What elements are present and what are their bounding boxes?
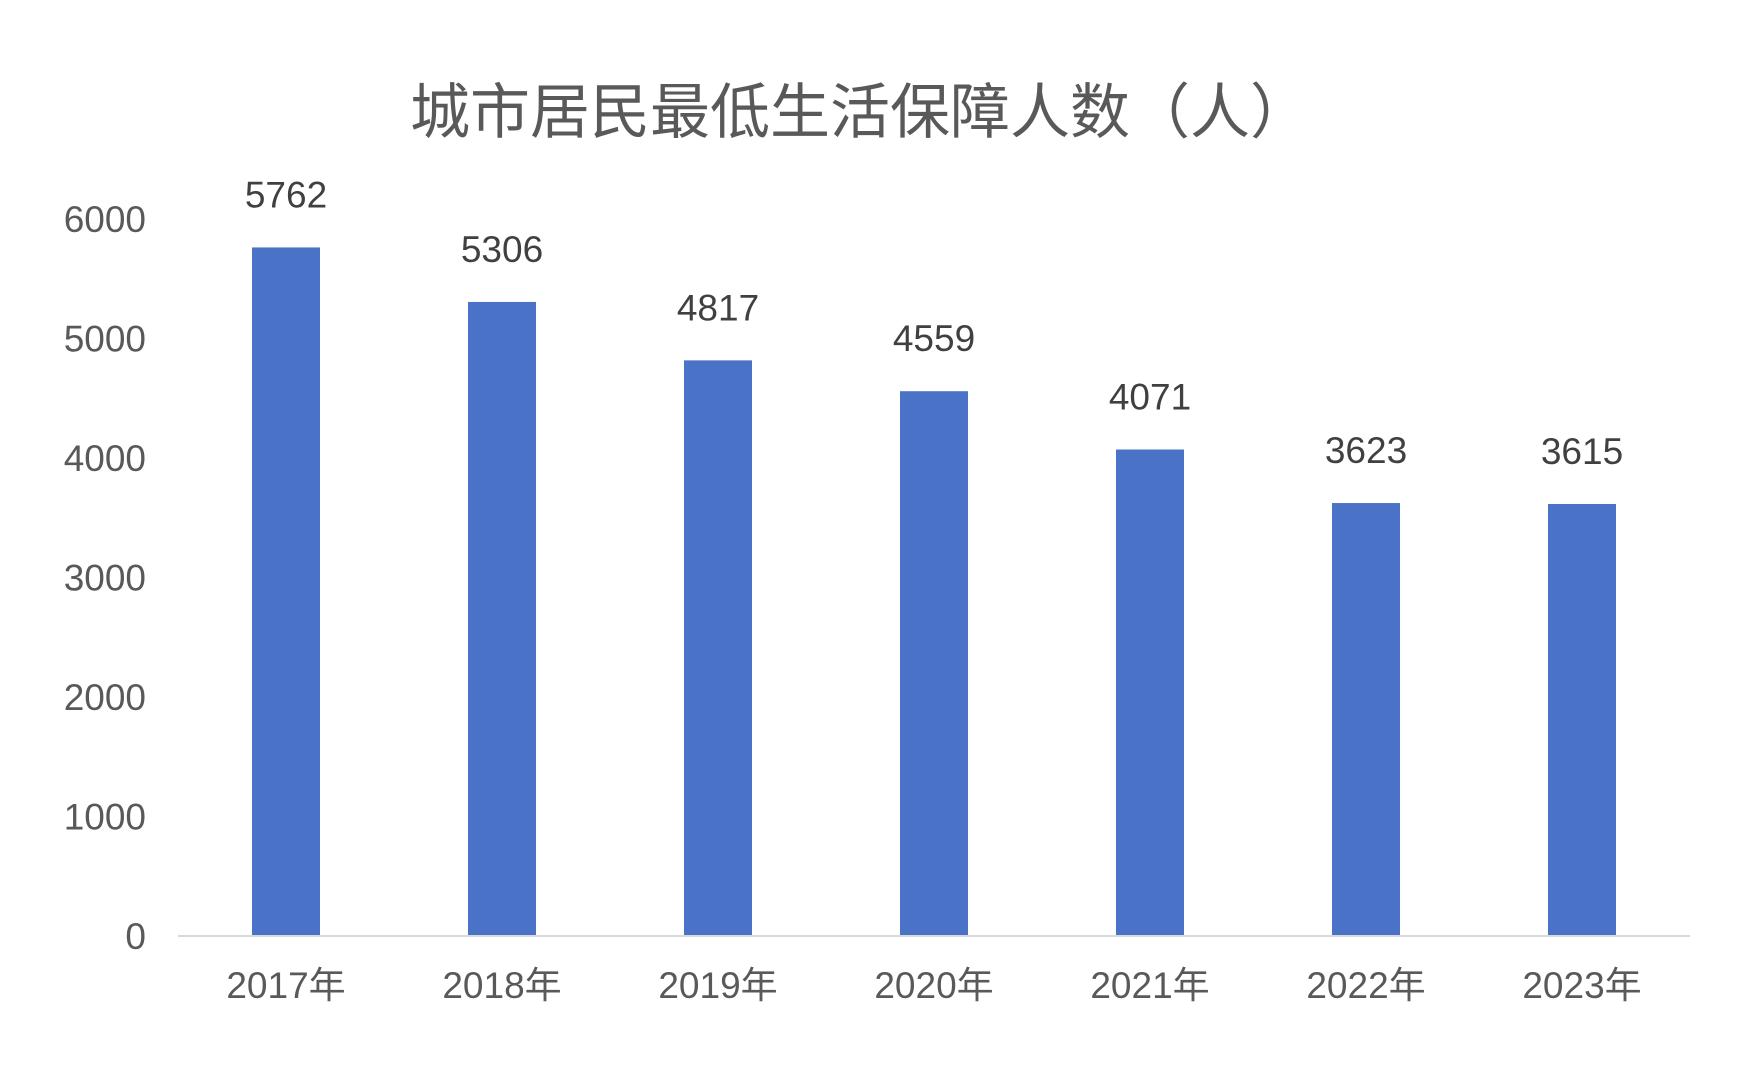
x-tick-label: 2018年: [442, 965, 561, 1006]
data-label: 3615: [1541, 431, 1623, 472]
y-tick-label: 2000: [64, 677, 146, 718]
data-label: 3623: [1325, 430, 1407, 471]
bar: [468, 301, 536, 937]
y-tick-label: 3000: [64, 558, 146, 599]
bars-group: [252, 247, 1616, 937]
bar: [900, 391, 968, 937]
bar: [1548, 504, 1616, 936]
y-tick-label: 1000: [64, 797, 146, 838]
x-tick-label: 2022年: [1306, 965, 1425, 1006]
x-tick-label: 2021年: [1090, 965, 1209, 1006]
x-tick-label: 2019年: [658, 965, 777, 1006]
y-tick-label: 0: [125, 916, 146, 957]
bar: [684, 360, 752, 936]
chart-title: 城市居民最低生活保障人数（人）: [410, 78, 1310, 148]
x-tick-label: 2020年: [874, 965, 993, 1006]
x-tick-label: 2023年: [1522, 965, 1641, 1006]
data-labels-group: 5762 5306 4817 4559 4071 3623 3615: [245, 174, 1623, 472]
y-axis: 0 1000 2000 3000 4000 5000 6000: [64, 199, 146, 957]
bar: [252, 247, 320, 937]
data-label: 5306: [461, 229, 543, 270]
y-tick-label: 4000: [64, 438, 146, 479]
data-label: 5762: [245, 174, 327, 215]
bar: [1116, 449, 1184, 936]
y-tick-label: 5000: [64, 319, 146, 360]
data-label: 4559: [893, 318, 975, 359]
data-label: 4817: [677, 287, 759, 328]
x-tick-label: 2017年: [226, 965, 345, 1006]
y-tick-label: 6000: [64, 199, 146, 240]
bar: [1332, 503, 1400, 936]
x-axis: 2017年 2018年 2019年 2020年 2021年 2022年 2023年: [178, 935, 1690, 1006]
data-label: 4071: [1109, 377, 1191, 418]
